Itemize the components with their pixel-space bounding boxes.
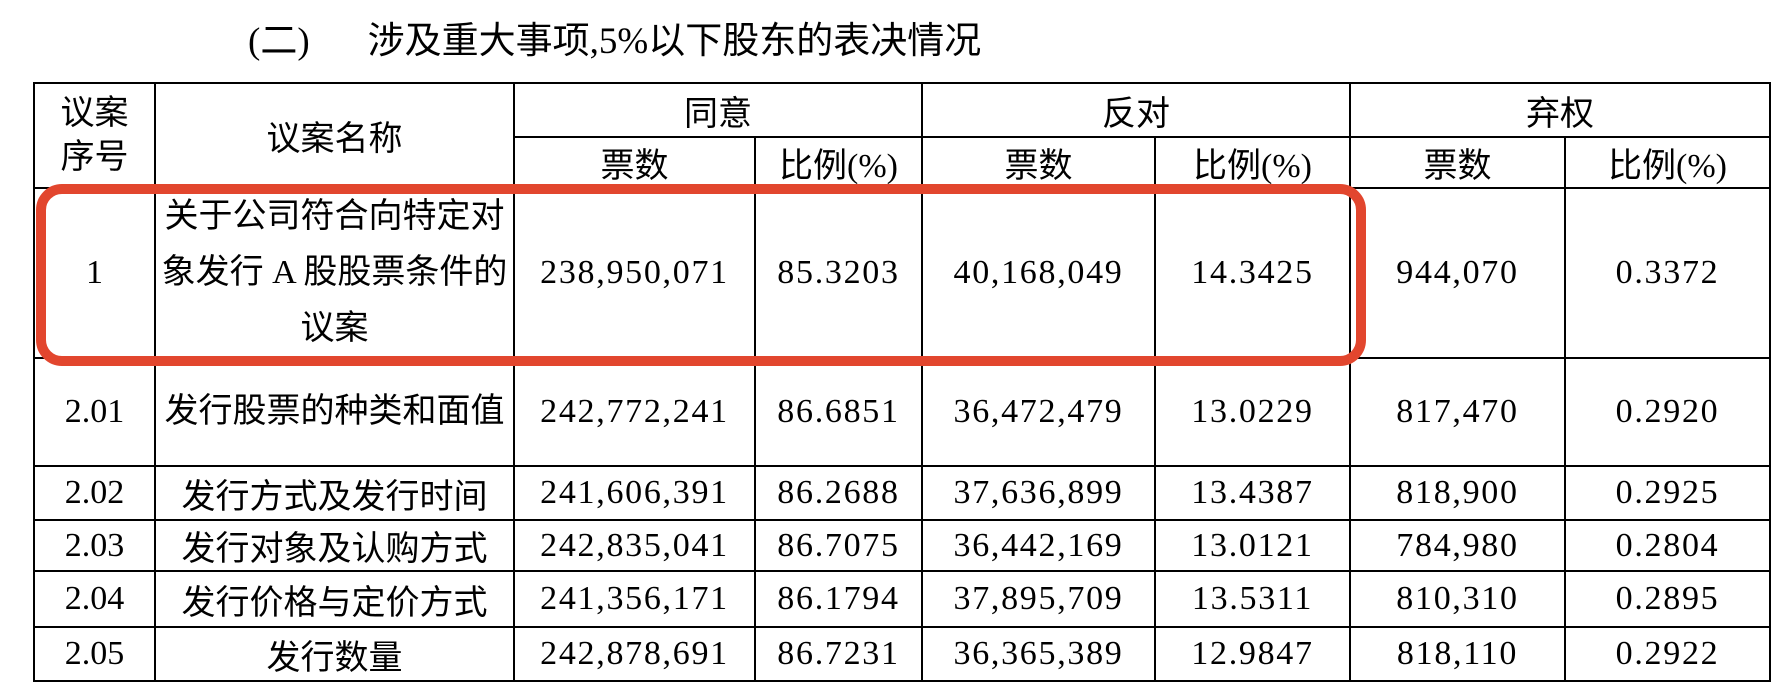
voting-results-table: 议案序号 议案名称 同意 反对 弃权 票数 比例(%) 票数 比例(%) 票数 … [33, 82, 1771, 682]
header-agree-votes: 票数 [513, 136, 756, 189]
header-against-votes: 票数 [921, 136, 1156, 189]
cell-abstain-votes: 818,110 [1349, 626, 1566, 682]
cell-against-ratio: 12.9847 [1154, 626, 1351, 682]
header-seq: 议案序号 [33, 82, 156, 189]
cell-seq: 2.01 [33, 357, 156, 467]
table-row: 2.04 发行价格与定价方式 241,356,171 86.1794 37,89… [33, 570, 1771, 628]
header-abstain-votes: 票数 [1349, 136, 1566, 189]
cell-abstain-votes: 810,310 [1349, 570, 1566, 628]
cell-agree-votes: 241,356,171 [513, 570, 756, 628]
cell-abstain-ratio: 0.2925 [1564, 465, 1771, 521]
cell-against-votes: 36,442,169 [921, 519, 1156, 572]
cell-abstain-votes: 817,470 [1349, 357, 1566, 467]
cell-seq: 2.05 [33, 626, 156, 682]
cell-against-votes: 36,365,389 [921, 626, 1156, 682]
header-abstain-ratio: 比例(%) [1564, 136, 1771, 189]
cell-agree-ratio: 86.7231 [754, 626, 923, 682]
section-number: (二) [248, 21, 310, 62]
cell-agree-ratio: 86.1794 [754, 570, 923, 628]
cell-agree-ratio: 86.6851 [754, 357, 923, 467]
cell-against-ratio: 13.5311 [1154, 570, 1351, 628]
cell-abstain-ratio: 0.3372 [1564, 187, 1771, 359]
table-row: 1 关于公司符合向特定对象发行 A 股股票条件的议案 238,950,071 8… [33, 187, 1771, 359]
cell-against-votes: 40,168,049 [921, 187, 1156, 359]
cell-against-ratio: 13.0229 [1154, 357, 1351, 467]
table-row: 2.03 发行对象及认购方式 242,835,041 86.7075 36,44… [33, 519, 1771, 572]
cell-against-votes: 37,895,709 [921, 570, 1156, 628]
cell-against-ratio: 13.0121 [1154, 519, 1351, 572]
cell-abstain-ratio: 0.2804 [1564, 519, 1771, 572]
cell-agree-ratio: 86.7075 [754, 519, 923, 572]
header-agree: 同意 [513, 82, 923, 138]
cell-seq: 2.03 [33, 519, 156, 572]
cell-agree-votes: 241,606,391 [513, 465, 756, 521]
section-title: 涉及重大事项,5%以下股东的表决情况 [367, 21, 982, 62]
cell-abstain-votes: 818,900 [1349, 465, 1566, 521]
cell-abstain-ratio: 0.2922 [1564, 626, 1771, 682]
table-header-group-row: 议案序号 议案名称 同意 反对 弃权 [33, 82, 1771, 189]
cell-abstain-votes: 784,980 [1349, 519, 1566, 572]
cell-abstain-votes: 944,070 [1349, 187, 1566, 359]
cell-agree-ratio: 85.3203 [754, 187, 923, 359]
cell-proposal-name: 发行方式及发行时间 [154, 465, 515, 521]
header-abstain: 弃权 [1349, 82, 1771, 138]
cell-agree-votes: 242,772,241 [513, 357, 756, 467]
cell-proposal-name: 发行价格与定价方式 [154, 570, 515, 628]
cell-seq: 2.02 [33, 465, 156, 521]
section-heading: (二) 涉及重大事项,5%以下股东的表决情况 [248, 10, 981, 64]
cell-agree-votes: 242,878,691 [513, 626, 756, 682]
table-row: 2.01 发行股票的种类和面值 242,772,241 86.6851 36,4… [33, 357, 1771, 467]
header-name: 议案名称 [154, 82, 515, 189]
cell-seq: 1 [33, 187, 156, 359]
cell-proposal-name: 发行股票的种类和面值 [154, 357, 515, 467]
table-row: 2.02 发行方式及发行时间 241,606,391 86.2688 37,63… [33, 465, 1771, 521]
cell-proposal-name: 发行对象及认购方式 [154, 519, 515, 572]
cell-agree-ratio: 86.2688 [754, 465, 923, 521]
cell-agree-votes: 242,835,041 [513, 519, 756, 572]
cell-abstain-ratio: 0.2920 [1564, 357, 1771, 467]
cell-abstain-ratio: 0.2895 [1564, 570, 1771, 628]
cell-against-ratio: 14.3425 [1154, 187, 1351, 359]
cell-proposal-name: 关于公司符合向特定对象发行 A 股股票条件的议案 [154, 187, 515, 359]
cell-seq: 2.04 [33, 570, 156, 628]
cell-proposal-name: 发行数量 [154, 626, 515, 682]
header-against-ratio: 比例(%) [1154, 136, 1351, 189]
header-agree-ratio: 比例(%) [754, 136, 923, 189]
table-row: 2.05 发行数量 242,878,691 86.7231 36,365,389… [33, 626, 1771, 682]
cell-against-votes: 36,472,479 [921, 357, 1156, 467]
cell-against-votes: 37,636,899 [921, 465, 1156, 521]
header-against: 反对 [921, 82, 1351, 138]
cell-against-ratio: 13.4387 [1154, 465, 1351, 521]
cell-agree-votes: 238,950,071 [513, 187, 756, 359]
